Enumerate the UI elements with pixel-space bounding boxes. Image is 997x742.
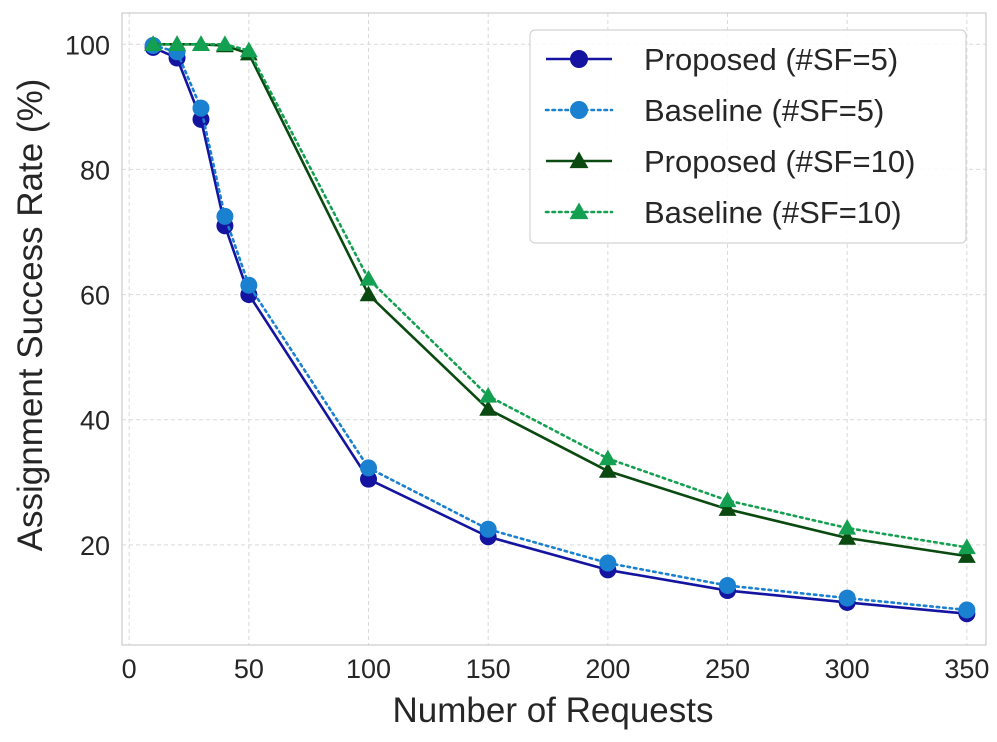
legend-marker (569, 151, 589, 169)
data-series (144, 35, 976, 623)
data-point (599, 554, 617, 572)
legend-entry: Proposed (#SF=10) (546, 144, 915, 179)
legend: Proposed (#SF=5) Baseline (#SF=5) Proposed… (529, 29, 967, 244)
y-tick-label: 40 (80, 406, 110, 436)
legend-marker (570, 50, 588, 68)
data-point (144, 35, 163, 51)
legend-label: Baseline (#SF=10) (644, 195, 902, 230)
tick-labels: 0 50 100 150 200 250 300 350 20 40 60 80 100 (65, 30, 989, 684)
legend-marker (569, 202, 589, 220)
data-point (838, 589, 856, 607)
series-4 (144, 35, 976, 555)
data-point (838, 519, 857, 535)
y-axis-label: Assignment Success Rate (%) (11, 79, 50, 552)
data-point (957, 547, 976, 563)
x-tick-label: 150 (466, 654, 511, 684)
plot-frame (121, 12, 987, 646)
data-point (359, 285, 378, 302)
x-tick-label: 250 (705, 654, 750, 684)
legend-entries: Proposed (#SF=5) Baseline (#SF=5) Proposed… (544, 42, 915, 230)
data-point (838, 529, 857, 545)
legend-entry: Baseline (#SF=10) (544, 195, 902, 230)
data-point (359, 270, 378, 286)
y-tick-label: 60 (80, 281, 110, 311)
data-point (479, 520, 497, 538)
data-point (718, 491, 737, 508)
data-point (240, 276, 258, 294)
legend-label: Proposed (#SF=5) (644, 42, 898, 77)
data-point (479, 400, 498, 416)
data-point (598, 462, 617, 478)
x-tick-label: 300 (825, 654, 870, 684)
data-point (479, 387, 498, 403)
data-point (958, 601, 976, 619)
data-point (216, 207, 234, 225)
x-tick-label: 200 (585, 654, 630, 684)
data-point (957, 538, 976, 555)
series-2 (144, 37, 976, 619)
x-tick-label: 50 (234, 654, 264, 684)
data-point (168, 35, 186, 51)
y-tick-label: 20 (80, 531, 110, 561)
legend-label: Proposed (#SF=10) (644, 144, 915, 179)
data-point (239, 41, 258, 58)
data-point (719, 577, 737, 595)
x-axis-label: Number of Requests (393, 691, 714, 730)
legend-entry: Proposed (#SF=5) (546, 42, 898, 77)
y-tick-label: 80 (80, 155, 110, 185)
x-tick-label: 350 (944, 654, 989, 684)
x-tick-label: 0 (122, 654, 137, 684)
data-point (192, 99, 210, 117)
data-point (360, 459, 378, 477)
y-tick-label: 100 (65, 30, 110, 60)
legend-marker (570, 101, 588, 119)
data-point (215, 35, 234, 51)
data-point (192, 35, 210, 51)
legend-label: Baseline (#SF=5) (644, 93, 884, 128)
data-point (598, 449, 617, 466)
legend-box (529, 29, 967, 244)
legend-entry: Baseline (#SF=5) (544, 93, 884, 128)
x-tick-label: 100 (346, 654, 391, 684)
data-point (718, 500, 737, 516)
